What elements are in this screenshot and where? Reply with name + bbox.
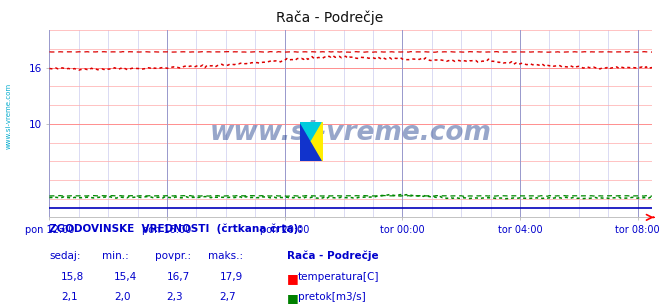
Text: 15,8: 15,8 xyxy=(61,272,84,282)
Text: maks.:: maks.: xyxy=(208,251,243,261)
Text: www.si-vreme.com: www.si-vreme.com xyxy=(210,120,492,146)
Text: ■: ■ xyxy=(287,292,299,304)
Text: 2,7: 2,7 xyxy=(219,292,236,302)
Text: ZGODOVINSKE  VREDNOSTI  (črtkana črta):: ZGODOVINSKE VREDNOSTI (črtkana črta): xyxy=(49,223,302,234)
Text: ■: ■ xyxy=(287,272,299,285)
Polygon shape xyxy=(312,122,323,161)
Text: 2,0: 2,0 xyxy=(114,292,130,302)
Text: temperatura[C]: temperatura[C] xyxy=(298,272,380,282)
Text: 15,4: 15,4 xyxy=(114,272,137,282)
Text: Rača - Podrečje: Rača - Podrečje xyxy=(276,11,383,25)
Text: povpr.:: povpr.: xyxy=(155,251,191,261)
Text: Rača - Podrečje: Rača - Podrečje xyxy=(287,251,378,261)
Text: min.:: min.: xyxy=(102,251,129,261)
Polygon shape xyxy=(300,122,323,141)
Text: 16,7: 16,7 xyxy=(167,272,190,282)
Text: 17,9: 17,9 xyxy=(219,272,243,282)
Text: 2,3: 2,3 xyxy=(167,292,183,302)
Text: sedaj:: sedaj: xyxy=(49,251,81,261)
Text: 2,1: 2,1 xyxy=(61,292,78,302)
Text: pretok[m3/s]: pretok[m3/s] xyxy=(298,292,366,302)
Polygon shape xyxy=(300,141,323,161)
Text: www.si-vreme.com: www.si-vreme.com xyxy=(5,82,11,149)
Polygon shape xyxy=(300,122,312,161)
